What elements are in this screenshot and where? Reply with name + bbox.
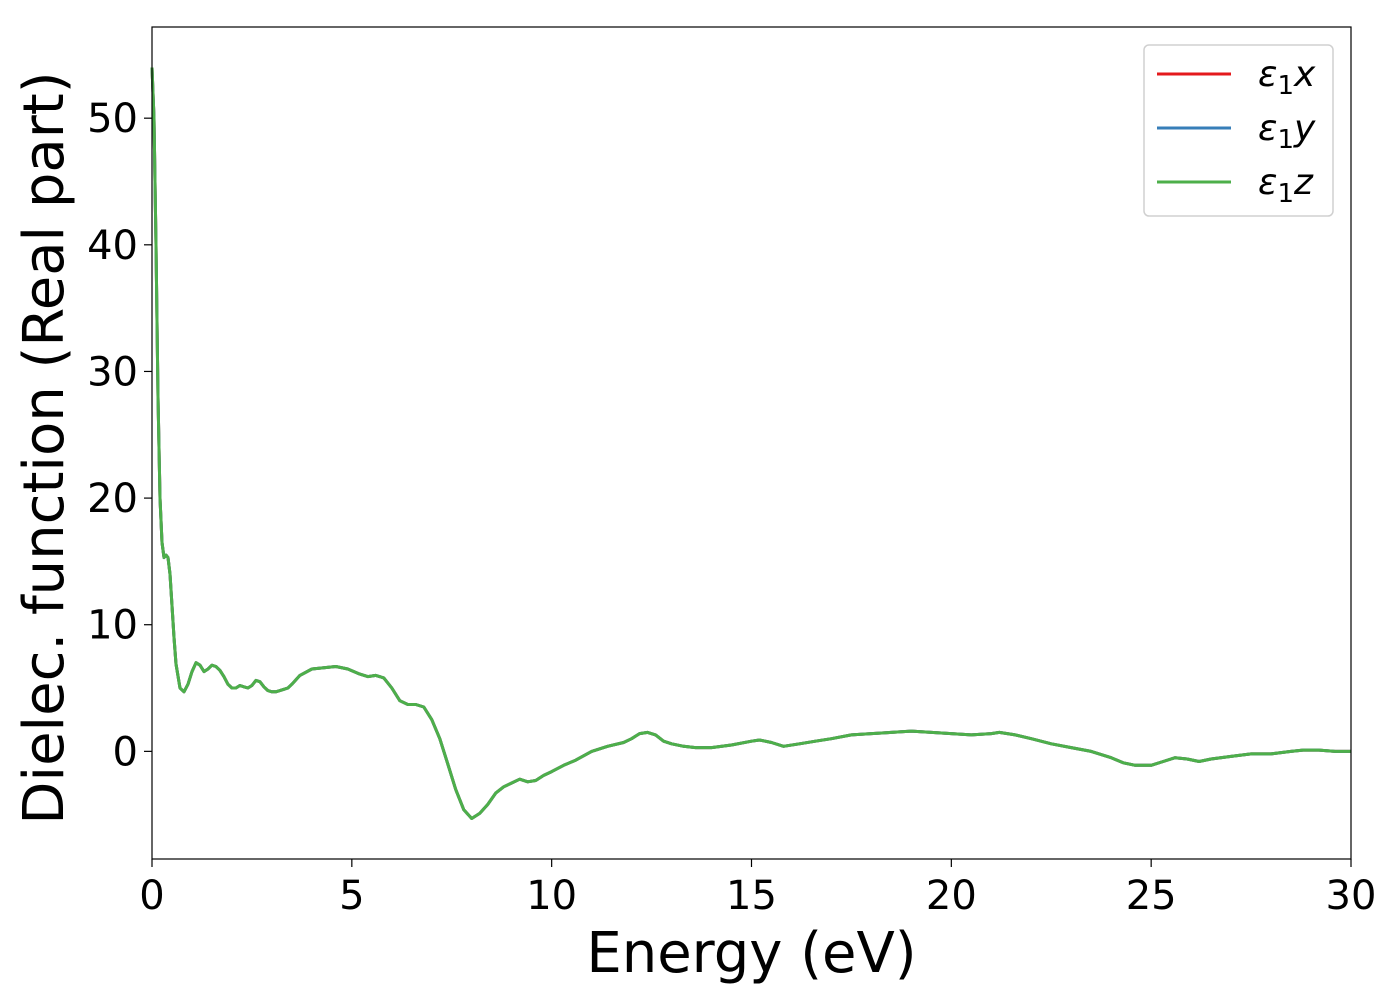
legend: ε1x ε1y ε1z: [1143, 44, 1334, 217]
y-tick-label: 40: [87, 223, 138, 269]
x-axis-ticks: 0 5 10 15 20 25 30: [139, 859, 1376, 919]
series-lines: [150, 67, 1351, 820]
x-tick-label: 20: [926, 873, 977, 919]
y-tick-label: 20: [87, 476, 138, 522]
x-tick-label: 5: [339, 873, 364, 919]
legend-box: [1143, 44, 1334, 217]
legend-label-z: ε1z: [1258, 162, 1314, 209]
y-axis-ticks: 0 10 20 30 40 50: [87, 96, 152, 775]
series-line-z: [150, 67, 1351, 820]
y-tick-label: 10: [87, 603, 138, 649]
y-axis-label: Dielec. function (Real part): [12, 71, 77, 824]
x-tick-label: 0: [139, 873, 164, 919]
y-tick-label: 0: [113, 729, 138, 775]
y-tick-label: 30: [87, 349, 138, 395]
x-tick-label: 10: [526, 873, 577, 919]
legend-label-y: ε1y: [1258, 108, 1316, 155]
x-tick-label: 15: [726, 873, 777, 919]
legend-label-x: ε1x: [1258, 54, 1316, 101]
y-tick-label: 50: [87, 96, 138, 142]
x-tick-label: 25: [1126, 873, 1177, 919]
x-axis-label: Energy (eV): [586, 921, 916, 986]
x-tick-label: 30: [1326, 873, 1377, 919]
